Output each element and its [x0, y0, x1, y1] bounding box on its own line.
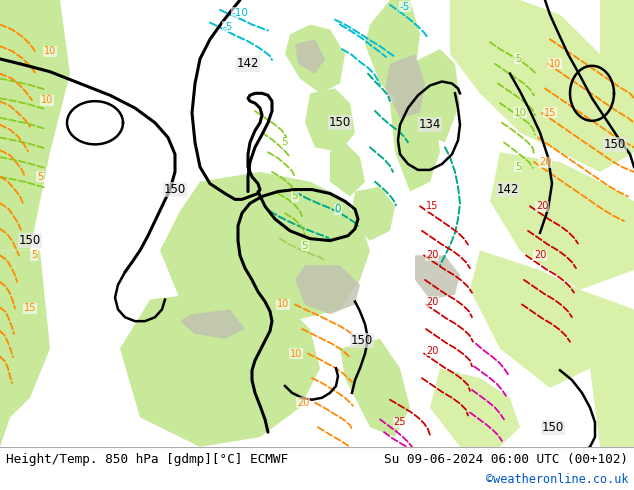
Text: 5: 5 — [515, 54, 521, 64]
Text: 134: 134 — [419, 118, 441, 131]
Polygon shape — [180, 309, 245, 339]
Text: -5: -5 — [400, 2, 410, 12]
Text: 25: 25 — [394, 417, 406, 427]
Polygon shape — [120, 290, 320, 447]
Text: 20: 20 — [426, 296, 438, 307]
Polygon shape — [340, 339, 410, 437]
Text: 0: 0 — [335, 204, 341, 214]
Text: 15: 15 — [24, 303, 36, 314]
Text: 150: 150 — [164, 183, 186, 196]
Polygon shape — [160, 172, 370, 329]
Text: 5: 5 — [37, 172, 43, 182]
Polygon shape — [0, 250, 50, 447]
Polygon shape — [415, 255, 460, 299]
Text: -5: -5 — [223, 22, 233, 31]
Text: 150: 150 — [329, 116, 351, 129]
Text: 20: 20 — [297, 398, 309, 408]
Polygon shape — [385, 54, 425, 118]
Polygon shape — [390, 88, 440, 192]
Text: Su 09-06-2024 06:00 UTC (00+102): Su 09-06-2024 06:00 UTC (00+102) — [384, 453, 628, 466]
Polygon shape — [350, 187, 395, 241]
Polygon shape — [0, 0, 70, 250]
Text: 5: 5 — [31, 250, 37, 260]
Polygon shape — [470, 250, 600, 388]
Text: 20: 20 — [426, 250, 438, 260]
Text: 150: 150 — [542, 421, 564, 434]
Polygon shape — [365, 0, 420, 103]
Text: 15: 15 — [426, 201, 438, 211]
Text: 150: 150 — [19, 234, 41, 247]
Text: 10: 10 — [41, 95, 53, 105]
Text: 5: 5 — [281, 137, 288, 147]
Polygon shape — [580, 290, 634, 447]
Text: 10: 10 — [549, 59, 561, 69]
Text: 20: 20 — [534, 250, 546, 260]
Polygon shape — [305, 88, 355, 152]
Polygon shape — [285, 24, 345, 93]
Text: -10: -10 — [231, 8, 249, 18]
Polygon shape — [450, 0, 634, 172]
Polygon shape — [600, 0, 634, 103]
Text: 15: 15 — [544, 108, 556, 118]
Text: 20: 20 — [426, 345, 438, 356]
Polygon shape — [295, 265, 360, 314]
Text: 5: 5 — [515, 162, 521, 172]
Polygon shape — [405, 49, 460, 143]
Text: 10: 10 — [44, 46, 56, 56]
Text: 142: 142 — [236, 57, 259, 71]
Text: 5: 5 — [302, 241, 308, 250]
Text: 10: 10 — [514, 108, 527, 118]
Text: 10: 10 — [277, 299, 289, 310]
Text: 142: 142 — [497, 183, 519, 196]
Polygon shape — [430, 368, 520, 447]
Text: 150: 150 — [351, 334, 373, 347]
Text: 150: 150 — [604, 138, 626, 151]
Polygon shape — [490, 152, 634, 290]
Text: 20: 20 — [539, 157, 551, 167]
Polygon shape — [295, 39, 325, 74]
Text: Height/Temp. 850 hPa [gdmp][°C] ECMWF: Height/Temp. 850 hPa [gdmp][°C] ECMWF — [6, 453, 288, 466]
Text: 10: 10 — [290, 348, 302, 359]
Polygon shape — [330, 143, 365, 196]
Text: 5: 5 — [292, 192, 299, 201]
Text: ©weatheronline.co.uk: ©weatheronline.co.uk — [486, 473, 628, 487]
Text: 20: 20 — [536, 201, 548, 211]
